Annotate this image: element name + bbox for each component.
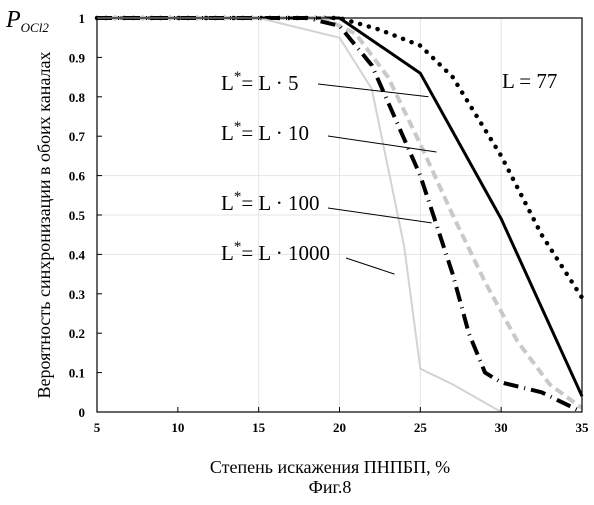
y-tick-label: 0.8 <box>69 90 86 105</box>
x-tick-label: 20 <box>333 420 346 435</box>
y-tick-label: 0 <box>79 405 86 420</box>
y-tick-label: 0.6 <box>69 169 86 184</box>
figure-caption: Фиг.8 <box>309 477 352 497</box>
series-label: L = 77 <box>502 69 557 93</box>
y-tick-label: 0.4 <box>69 247 86 262</box>
x-tick-label: 30 <box>495 420 508 435</box>
y-tick-label: 0.7 <box>69 129 86 144</box>
x-tick-label: 15 <box>252 420 266 435</box>
y-tick-label: 0.3 <box>69 287 86 302</box>
y-tick-label: 1 <box>79 11 86 26</box>
series-label: L*= L · 10 <box>221 119 309 145</box>
x-axis-label: Степень искажения ПНПБП, % <box>210 457 450 477</box>
y-axis-symbol: POCl2 <box>5 7 49 35</box>
y-tick-label: 0.1 <box>69 366 85 381</box>
y-tick-label: 0.2 <box>69 326 85 341</box>
y-tick-label: 0.5 <box>69 208 86 223</box>
series-label: L*= L · 100 <box>221 189 319 215</box>
x-tick-label: 35 <box>576 420 590 435</box>
y-axis-label: Вероятность синхронизации в обоих канала… <box>34 52 54 399</box>
x-tick-label: 5 <box>94 420 101 435</box>
series-label: L*= L · 5 <box>221 69 298 95</box>
leader-line <box>346 258 394 274</box>
x-tick-label: 10 <box>171 420 184 435</box>
y-tick-label: 0.9 <box>69 50 86 65</box>
series-label: L*= L · 1000 <box>221 239 330 265</box>
x-tick-label: 25 <box>414 420 428 435</box>
